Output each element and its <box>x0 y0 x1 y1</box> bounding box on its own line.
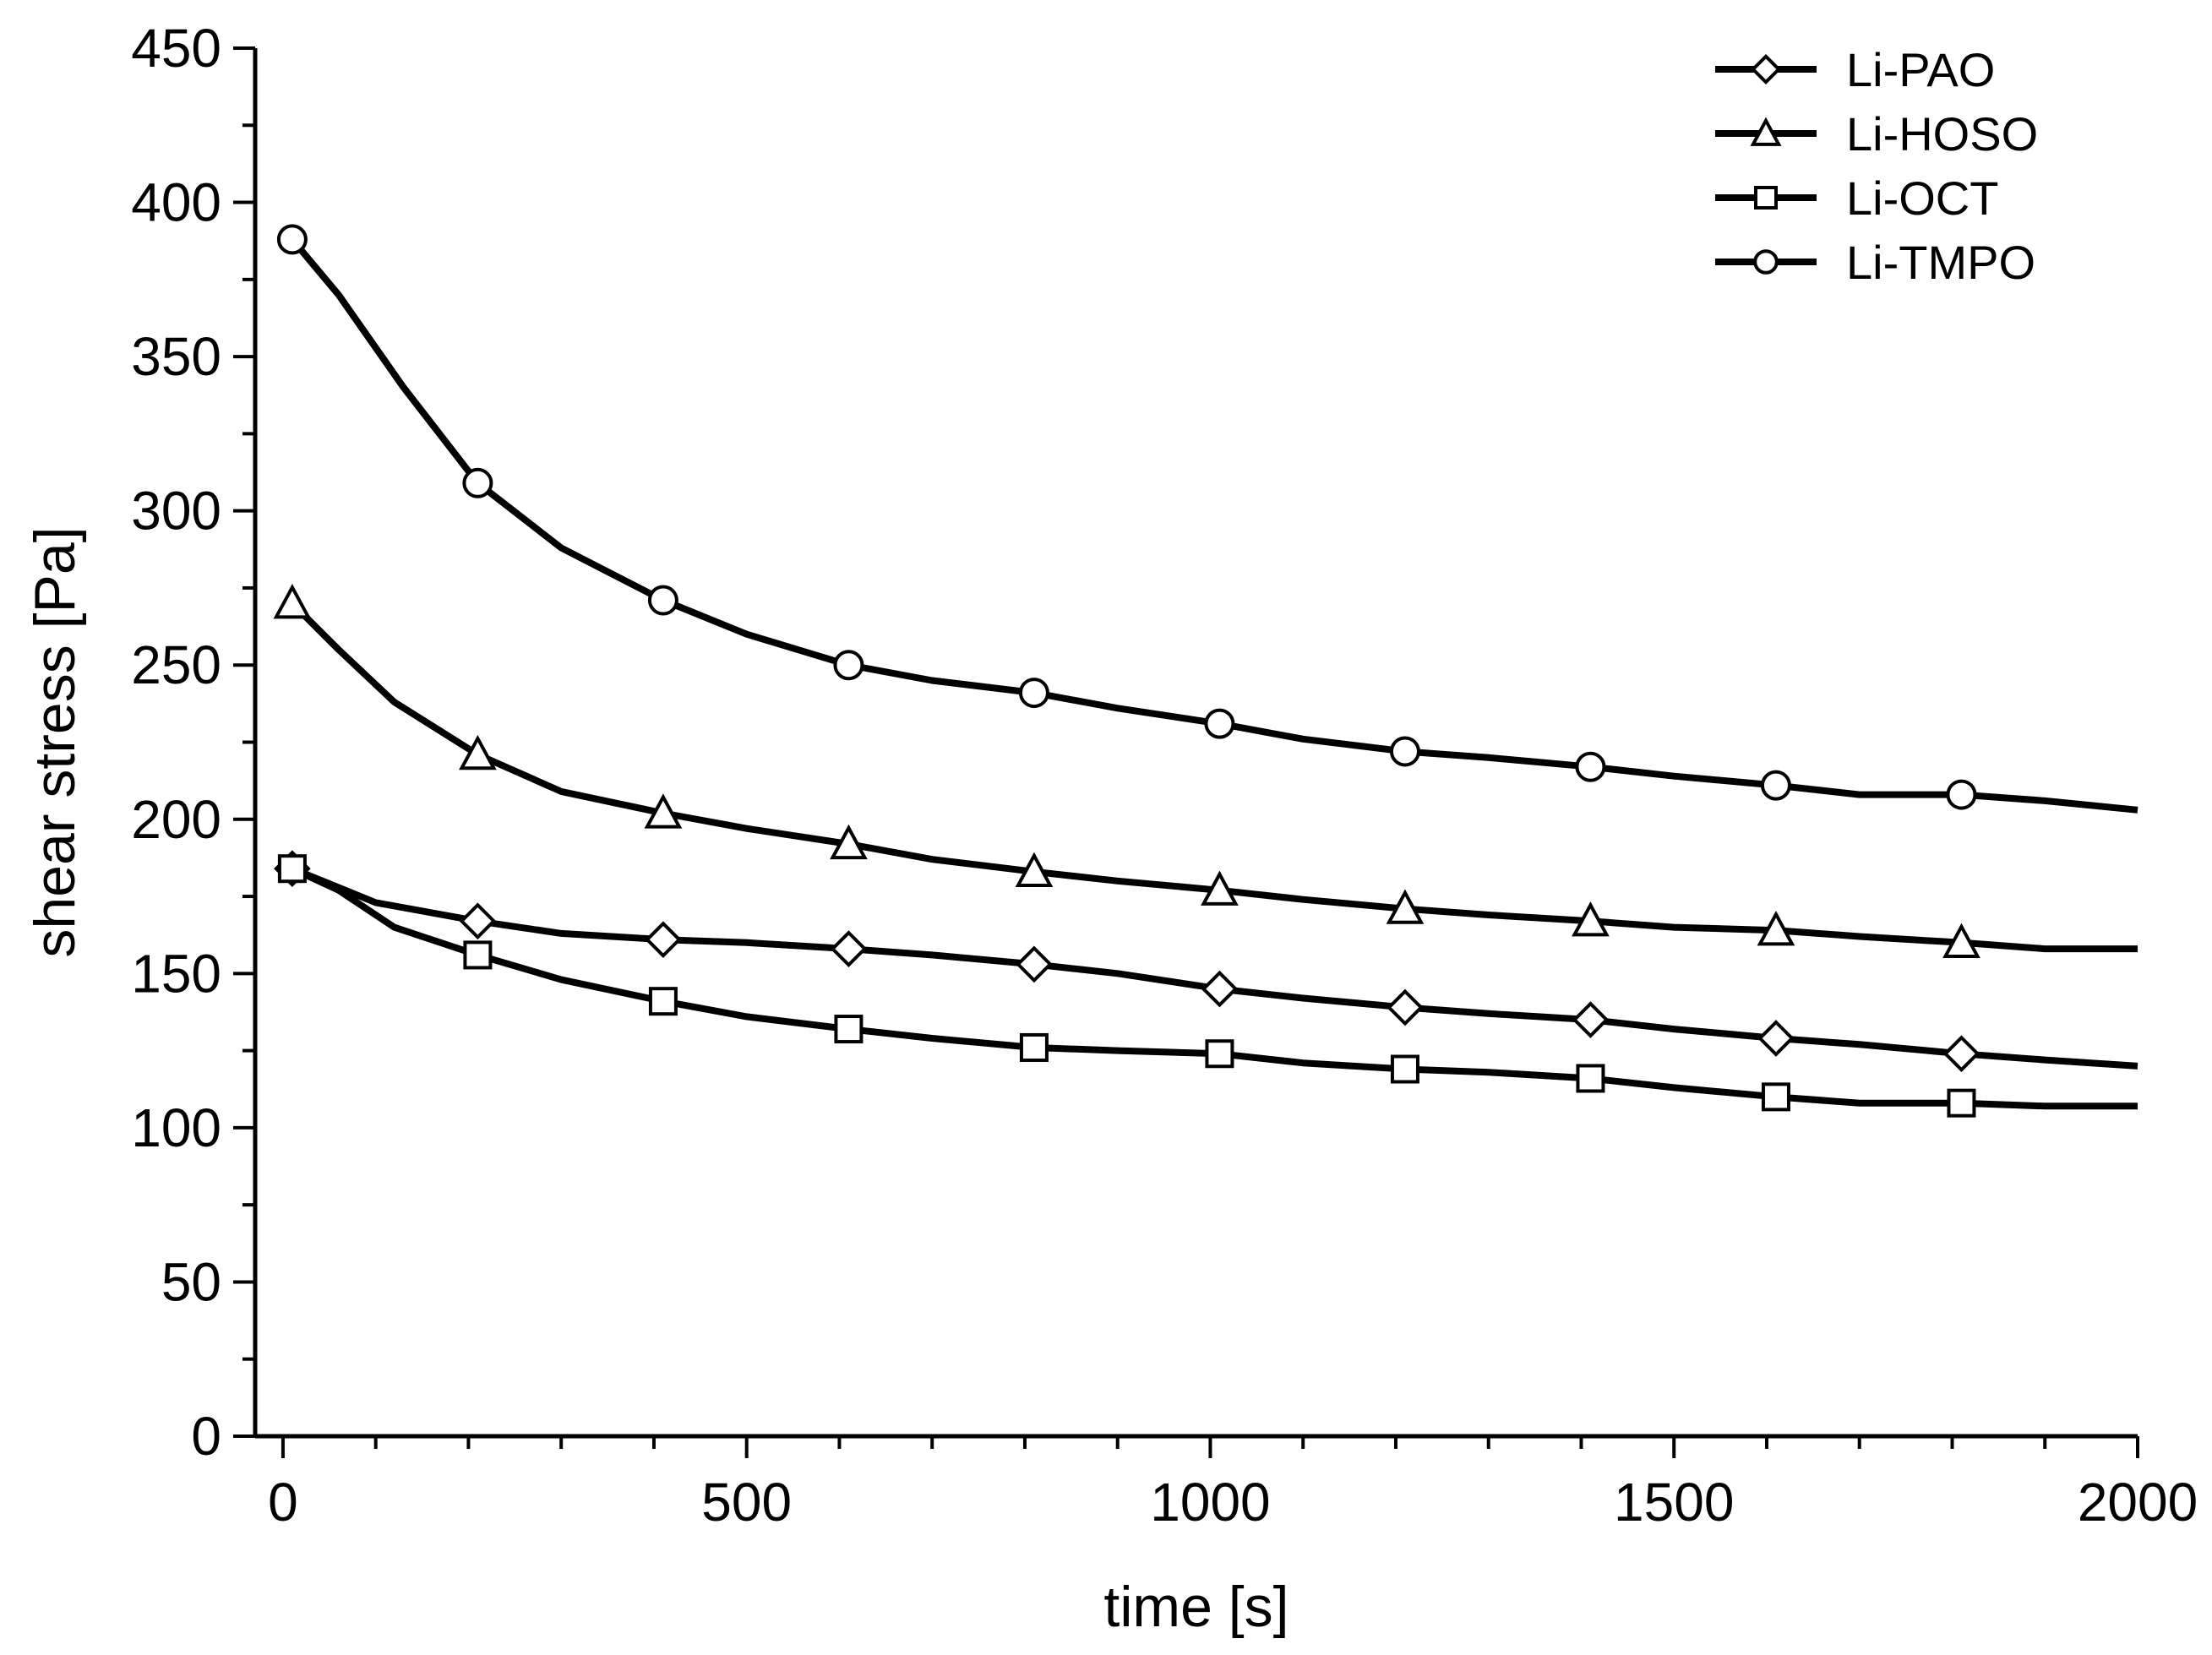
data-point-li-oct <box>277 854 307 884</box>
data-point-li-tmpo <box>462 467 493 498</box>
series-li-tmpo <box>276 224 2138 814</box>
y-axis-title: shear stress [Pa] <box>23 526 87 957</box>
data-point-li-oct <box>1947 1088 1976 1118</box>
legend-item-li-tmpo: Li-TMPO <box>1715 236 2035 289</box>
data-point-li-hoso <box>1942 923 1980 958</box>
data-point-li-pao <box>1757 1020 1795 1057</box>
y-tick-label: 150 <box>131 943 221 1004</box>
legend-label: Li-PAO <box>1846 43 1995 96</box>
data-point-li-tmpo <box>1204 708 1235 739</box>
data-point-li-oct <box>834 1015 864 1044</box>
data-point-li-tmpo <box>276 224 308 255</box>
axes: 0 50 100 150 200 250 300 350 400 450 0 500 1000 1500 2… <box>131 18 2198 1533</box>
data-point-li-tmpo <box>833 650 864 681</box>
data-point-li-tmpo <box>1760 770 1791 801</box>
data-point-li-hoso <box>1572 901 1610 937</box>
x-tick-label: 1500 <box>1614 1472 1734 1533</box>
legend-label: Li-OCT <box>1846 171 1998 225</box>
series-li-hoso <box>273 583 2138 958</box>
data-point-li-tmpo <box>1946 779 1977 810</box>
legend-item-li-oct: Li-OCT <box>1715 171 1998 225</box>
data-point-li-pao <box>1942 1035 1980 1073</box>
data-point-li-oct <box>1019 1032 1049 1062</box>
legend-label: Li-TMPO <box>1846 236 2035 289</box>
y-tick-label: 300 <box>131 481 221 542</box>
data-point-li-pao <box>459 902 497 940</box>
data-point-li-oct <box>1390 1054 1419 1084</box>
y-tick-label: 250 <box>131 634 221 695</box>
x-tick-label: 1000 <box>1150 1472 1270 1533</box>
data-point-li-hoso <box>459 734 497 770</box>
data-point-li-hoso <box>1015 852 1054 887</box>
data-point-li-oct <box>1205 1039 1234 1069</box>
data-point-li-hoso <box>644 793 683 829</box>
legend-label: Li-HOSO <box>1846 107 2038 161</box>
legend: Li-PAO Li-HOSO Li-OCT Li-TMPO <box>1715 43 2038 289</box>
x-tick-label: 500 <box>701 1472 792 1533</box>
series-li-pao <box>274 850 2138 1073</box>
data-point-li-hoso <box>1757 911 1795 946</box>
series-line-li-oct <box>291 865 2138 1110</box>
data-point-li-hoso <box>1386 889 1425 924</box>
y-tick-label: 350 <box>131 326 221 387</box>
data-point-li-oct <box>1761 1082 1790 1112</box>
data-point-li-pao <box>1387 988 1424 1026</box>
y-tick-label: 50 <box>161 1251 221 1312</box>
data-point-li-pao <box>1201 970 1239 1008</box>
legend-marker <box>1750 117 1782 146</box>
data-point-li-oct <box>648 987 678 1016</box>
legend-marker <box>1754 186 1778 210</box>
data-point-li-tmpo <box>1575 751 1606 782</box>
data-point-li-oct <box>1576 1064 1605 1093</box>
x-tick-label: 2000 <box>2078 1472 2198 1533</box>
y-tick-label: 450 <box>131 18 221 79</box>
data-point-li-pao <box>1016 945 1053 983</box>
legend-marker <box>1753 249 1779 275</box>
data-point-li-hoso <box>830 824 868 860</box>
legend-marker <box>1750 53 1782 85</box>
data-point-li-pao <box>830 930 868 967</box>
data-point-li-tmpo <box>1389 736 1420 767</box>
data-point-li-tmpo <box>1018 678 1049 709</box>
y-tick-label: 400 <box>131 172 221 233</box>
legend-item-li-pao: Li-PAO <box>1715 43 1995 96</box>
x-tick-label: 0 <box>268 1472 298 1533</box>
series-line-li-hoso <box>290 601 2138 953</box>
data-point-li-pao <box>1572 1001 1610 1038</box>
series-line-li-tmpo <box>289 237 2138 814</box>
y-tick-label: 100 <box>131 1097 221 1158</box>
data-point-li-tmpo <box>647 585 678 616</box>
series-layer <box>273 224 2138 1118</box>
y-tick-label: 0 <box>191 1406 221 1467</box>
data-point-li-hoso <box>1201 870 1239 906</box>
legend-item-li-hoso: Li-HOSO <box>1715 107 2038 161</box>
series-li-oct <box>277 854 2138 1118</box>
data-point-li-pao <box>645 921 682 958</box>
y-tick-label: 200 <box>131 789 221 850</box>
data-point-li-hoso <box>273 583 312 619</box>
x-axis-title: time [s] <box>1103 1575 1289 1639</box>
data-point-li-oct <box>463 940 493 970</box>
